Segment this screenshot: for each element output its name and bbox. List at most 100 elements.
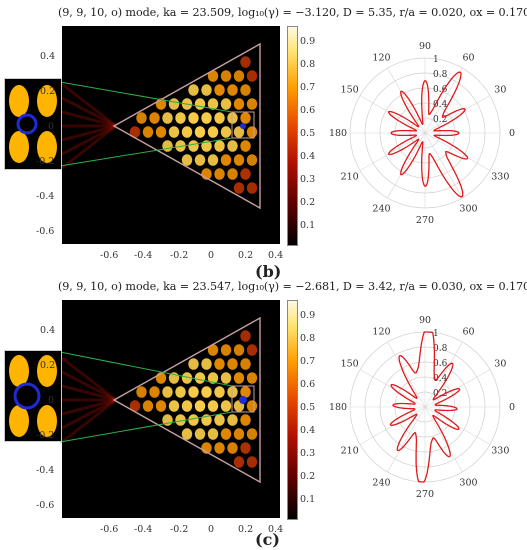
field-blob	[149, 112, 160, 124]
polar-angle-label: 270	[416, 489, 434, 500]
field-blob	[214, 140, 225, 152]
field-blob	[233, 344, 245, 356]
cbar-tick: 0.6	[300, 379, 316, 390]
field-blob	[214, 414, 225, 426]
emission-beam	[62, 356, 117, 402]
field-blob	[246, 126, 258, 138]
far-field-curve	[389, 331, 461, 483]
emission-beam	[62, 124, 117, 142]
field-blob	[181, 372, 193, 384]
polar-angle-label: 210	[341, 446, 359, 457]
field-blob	[214, 84, 225, 96]
polar-angle-label: 180	[329, 402, 347, 413]
zoom-box	[231, 111, 255, 139]
field-blob	[175, 414, 186, 426]
zoom-inset	[4, 78, 62, 170]
field-blob	[188, 112, 199, 124]
cbar-tick: 0.6	[300, 105, 316, 116]
polar-radius-label: 0.6	[433, 359, 448, 369]
field-blob	[246, 372, 258, 384]
field-blob	[188, 140, 199, 152]
polar-radius-label: 0.6	[433, 85, 448, 95]
polar-angle-label: 150	[341, 85, 359, 96]
field-blob	[207, 98, 219, 110]
y-tick: 0.4	[40, 325, 56, 336]
cbar-tick: 0.5	[300, 402, 316, 413]
cbar-tick: 0.7	[300, 356, 316, 367]
polar-angle-label: 300	[459, 477, 477, 488]
field-blob	[181, 428, 193, 440]
field-blob	[240, 112, 251, 124]
field-blob	[227, 168, 238, 180]
field-blob	[188, 386, 199, 398]
zoom-box	[231, 385, 255, 413]
field-blob	[240, 442, 251, 454]
field-blob	[233, 182, 245, 194]
field-blob	[201, 386, 212, 398]
field-blob	[155, 126, 167, 138]
field-blob	[220, 400, 232, 412]
field-blob	[233, 126, 245, 138]
field-heatmap	[62, 300, 280, 518]
panel-c: (9, 9, 10, o) mode, ka = 23.547, log₁₀(γ…	[0, 280, 527, 549]
polar-angle-label: 90	[419, 315, 431, 326]
polar-angle-label: 330	[491, 446, 509, 457]
polar-grid-spoke	[387, 132, 426, 199]
polar-radius-label: 0.8	[433, 344, 448, 354]
cbar-tick: 0.4	[300, 151, 316, 162]
field-blob	[136, 386, 147, 398]
polar-radius-label: 1	[433, 55, 439, 65]
field-blob	[201, 140, 212, 152]
panel-label: (b)	[255, 262, 282, 281]
y-tick: -0.6	[36, 500, 55, 511]
field-blob	[220, 98, 232, 110]
field-blob	[220, 126, 232, 138]
field-blob	[194, 428, 206, 440]
polar-angle-label: 120	[372, 53, 390, 64]
polar-angle-label: 240	[372, 203, 390, 214]
field-blob	[246, 456, 258, 468]
cbar-tick: 0.1	[300, 220, 316, 231]
field-blob	[162, 112, 173, 124]
field-blob	[233, 456, 245, 468]
field-blob	[129, 126, 141, 138]
field-blob	[240, 330, 251, 342]
cbar-tick: 0.5	[300, 128, 316, 139]
field-blob	[240, 84, 251, 96]
x-tick: -0.6	[100, 250, 119, 261]
field-blob	[207, 126, 219, 138]
field-blob	[227, 84, 238, 96]
polar-grid-spoke	[359, 95, 426, 134]
field-blob	[227, 140, 238, 152]
polar-grid-spoke	[387, 67, 426, 134]
air-hole	[240, 123, 246, 129]
emission-beam	[62, 96, 117, 128]
polar-grid-spoke	[424, 67, 463, 134]
polar-angle-label: 0	[509, 128, 515, 139]
field-blob	[142, 400, 154, 412]
field-blob	[168, 400, 180, 412]
panel-c-title: (9, 9, 10, o) mode, ka = 23.547, log₁₀(γ…	[58, 280, 527, 293]
panel-b-title: (9, 9, 10, o) mode, ka = 23.509, log₁₀(γ…	[58, 6, 527, 19]
polar-grid-spoke	[424, 132, 463, 199]
field-blob	[246, 428, 258, 440]
field-blob	[181, 400, 193, 412]
field-blob	[233, 70, 245, 82]
field-blob	[214, 168, 225, 180]
polar-radius-label: 1	[433, 329, 439, 339]
field-blob	[168, 126, 180, 138]
cbar-tick: 0.1	[300, 494, 316, 505]
polar-grid-spoke	[424, 406, 463, 473]
panel-label: (c)	[255, 530, 280, 549]
polar-radius-label: 0.4	[433, 100, 448, 110]
field-blob	[142, 126, 154, 138]
triangle-boundary	[112, 316, 261, 484]
field-blob	[175, 386, 186, 398]
polar-angle-label: 30	[494, 85, 506, 96]
field-blob	[220, 428, 232, 440]
emission-beam	[62, 398, 117, 444]
emission-beam	[62, 398, 117, 416]
field-blob	[240, 386, 251, 398]
field-blob	[240, 56, 251, 68]
